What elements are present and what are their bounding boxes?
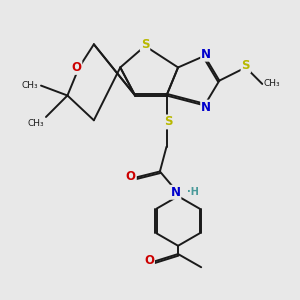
Text: S: S: [141, 38, 149, 51]
Text: CH₃: CH₃: [264, 80, 280, 88]
Text: O: O: [126, 170, 136, 183]
Text: CH₃: CH₃: [22, 81, 38, 90]
Text: S: S: [242, 59, 250, 72]
Text: N: N: [201, 48, 211, 61]
Text: ·H: ·H: [187, 187, 199, 197]
Text: CH₃: CH₃: [28, 118, 44, 127]
Text: S: S: [164, 116, 172, 128]
Text: O: O: [71, 61, 81, 74]
Text: N: N: [170, 186, 180, 199]
Text: O: O: [144, 254, 154, 267]
Text: N: N: [201, 100, 211, 114]
